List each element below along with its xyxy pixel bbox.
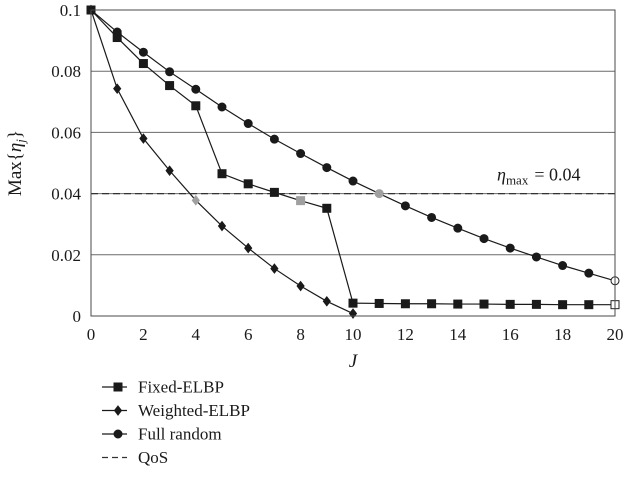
data-point — [531, 299, 541, 309]
series-lines — [90, 9, 616, 315]
data-point — [348, 176, 358, 186]
data-point — [322, 295, 331, 307]
data-point — [296, 280, 305, 292]
plot-frame — [90, 9, 616, 317]
y-axis-title-part: Max{ — [5, 152, 26, 196]
data-point — [584, 268, 594, 278]
data-point — [531, 252, 541, 262]
legend-label: Full random — [138, 425, 222, 444]
data-point — [243, 179, 253, 189]
x-tick-label: 8 — [296, 325, 305, 344]
data-point — [217, 169, 227, 179]
x-tick-label: 6 — [244, 325, 253, 344]
data-point — [217, 220, 227, 232]
data-point — [427, 212, 437, 222]
y-tick-label: 0 — [73, 307, 82, 326]
x-tick-label: 10 — [345, 325, 362, 344]
y-tick-label: 0.1 — [60, 1, 81, 20]
data-point — [296, 149, 306, 159]
x-tick-label: 12 — [397, 325, 414, 344]
data-point — [453, 299, 463, 309]
data-point — [165, 67, 175, 77]
annotation-symbol: η — [497, 165, 506, 185]
legend: Fixed-ELBP Weighted-ELBP Full random QoS — [102, 378, 250, 467]
weighted-elbp-line — [90, 9, 354, 315]
legend-label: Weighted-ELBP — [138, 401, 250, 420]
data-point — [191, 195, 200, 206]
x-tick-label: 14 — [449, 325, 467, 344]
y-axis-title-part: } — [5, 130, 26, 139]
qos-annotation: ηmax = 0.04 — [497, 165, 580, 188]
data-point — [558, 261, 568, 271]
data-point — [374, 298, 384, 308]
tick-labels: 0 0.02 0.04 0.06 0.08 0.1 0 2 4 6 8 10 12 14 16 18 20 — [51, 1, 623, 344]
data-point — [400, 299, 410, 309]
legend-label: QoS — [138, 448, 168, 467]
legend-marker — [113, 405, 123, 416]
data-point — [113, 83, 122, 94]
x-tick-label: 18 — [554, 325, 571, 344]
data-point — [505, 243, 515, 253]
y-tick-label: 0.02 — [51, 246, 81, 265]
data-point — [427, 299, 437, 309]
annotation-subscript: max — [506, 173, 529, 188]
x-tick-label: 4 — [192, 325, 201, 344]
data-point — [269, 187, 279, 197]
data-point — [244, 242, 253, 254]
y-tick-label: 0.08 — [51, 62, 81, 81]
y-axis-title-part: η — [5, 143, 26, 152]
y-tick-label: 0.06 — [51, 123, 81, 142]
legend-marker — [113, 382, 123, 392]
data-point — [348, 308, 358, 319]
x-tick-label: 2 — [139, 325, 148, 344]
full-random-line — [90, 9, 616, 282]
data-point — [243, 119, 253, 129]
data-point — [138, 47, 148, 57]
data-point — [322, 203, 332, 213]
data-point — [139, 133, 148, 144]
data-point — [138, 59, 148, 69]
y-tick-label: 0.04 — [51, 185, 81, 204]
data-point — [269, 134, 279, 144]
data-point — [479, 299, 489, 309]
data-point — [584, 300, 594, 310]
data-point — [453, 223, 463, 233]
data-point — [112, 27, 122, 37]
y-axis-title: Max{ηj} — [5, 130, 28, 196]
annotation-value: = 0.04 — [534, 165, 580, 185]
data-point — [479, 234, 489, 244]
data-point — [322, 163, 332, 173]
y-axis-title-part: j — [13, 139, 28, 145]
x-axis-title: J — [349, 351, 359, 372]
legend-label: Fixed-ELBP — [138, 378, 224, 397]
data-point — [191, 101, 201, 111]
x-tick-label: 20 — [607, 325, 624, 344]
x-tick-label: 16 — [502, 325, 519, 344]
data-point — [558, 300, 568, 310]
data-point — [296, 196, 306, 206]
data-point — [165, 81, 175, 91]
data-point — [191, 84, 201, 94]
data-point — [217, 102, 227, 112]
data-point — [348, 298, 358, 308]
data-point — [400, 201, 410, 211]
data-point — [270, 263, 279, 274]
data-point — [165, 165, 174, 176]
data-point — [505, 299, 515, 309]
grid-layer — [91, 70, 615, 256]
legend-marker — [113, 429, 123, 439]
series-markers — [86, 4, 620, 319]
data-point — [374, 189, 384, 199]
x-tick-label: 0 — [87, 325, 96, 344]
